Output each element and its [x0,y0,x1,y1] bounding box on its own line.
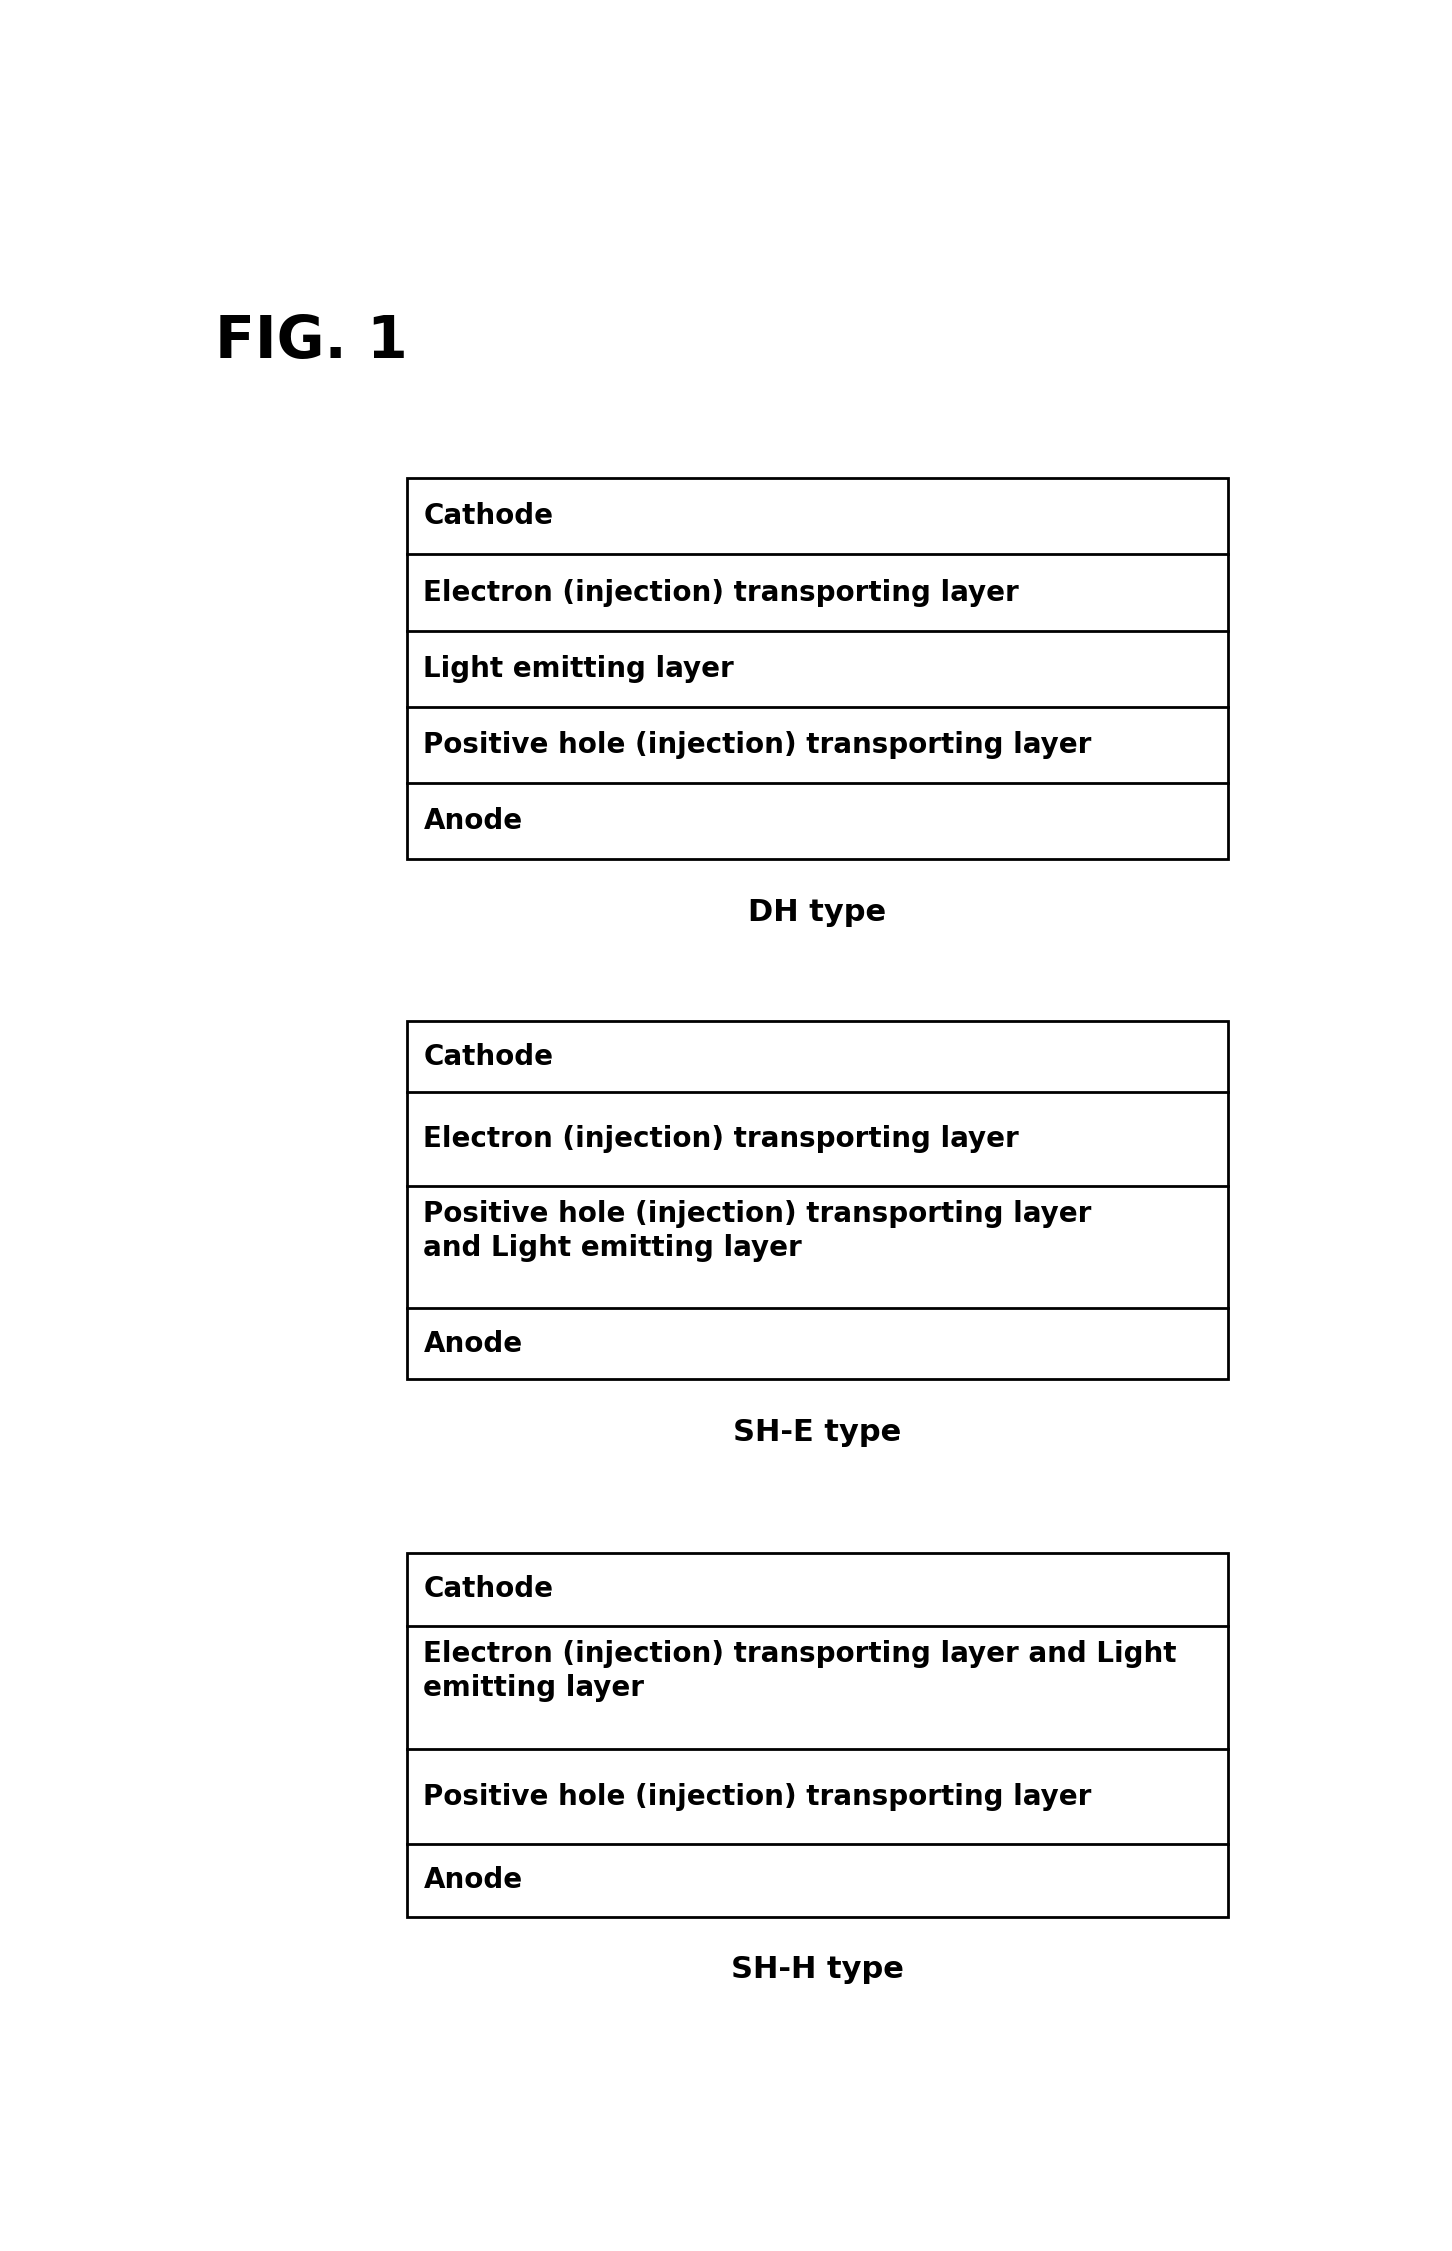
Text: Electron (injection) transporting layer: Electron (injection) transporting layer [424,579,1019,606]
Text: FIG. 1: FIG. 1 [215,313,408,371]
Text: Electron (injection) transporting layer and Light
emitting layer: Electron (injection) transporting layer … [424,1641,1178,1702]
Text: DH type: DH type [748,898,886,927]
Text: Cathode: Cathode [424,1042,553,1071]
Text: Positive hole (injection) transporting layer: Positive hole (injection) transporting l… [424,732,1092,759]
Text: Positive hole (injection) transporting layer: Positive hole (injection) transporting l… [424,1783,1092,1810]
Bar [407,1020,1228,1380]
Text: Anode: Anode [424,1330,523,1357]
Text: Anode: Anode [424,808,523,835]
Text: Anode: Anode [424,1866,523,1895]
Text: Cathode: Cathode [424,502,553,531]
Text: Cathode: Cathode [424,1576,553,1603]
Text: Electron (injection) transporting layer: Electron (injection) transporting layer [424,1126,1019,1153]
Text: Positive hole (injection) transporting layer
and Light emitting layer: Positive hole (injection) transporting l… [424,1200,1092,1263]
Text: Light emitting layer: Light emitting layer [424,655,735,682]
Text: SH-H type: SH-H type [730,1954,903,1983]
Bar [407,477,1228,860]
Bar [407,1553,1228,1918]
Text: SH-E type: SH-E type [733,1418,902,1447]
